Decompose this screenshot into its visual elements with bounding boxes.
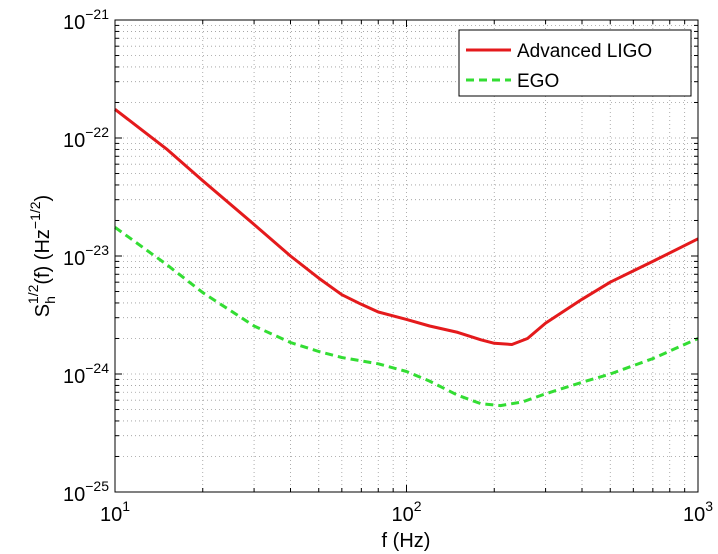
legend-box xyxy=(458,29,692,97)
y-tick-label: 10−21 xyxy=(63,6,109,34)
y-tick-labels: 10−25 10−24 10−23 10−22 10−21 xyxy=(63,6,109,506)
legend-label-ego: EGO xyxy=(517,71,559,92)
y-tick-label: 10−23 xyxy=(63,242,109,270)
y-tick-label: 10−22 xyxy=(63,124,109,152)
grid xyxy=(115,20,698,492)
x-tick-labels: 101 102 103 xyxy=(100,498,713,526)
y-tick-label: 10−24 xyxy=(63,360,109,388)
y-tick-label: 10−25 xyxy=(63,478,109,506)
legend-label-advanced-ligo: Advanced LIGO xyxy=(517,41,652,62)
series-line-advanced-ligo xyxy=(114,108,699,346)
x-tick-label: 103 xyxy=(683,498,713,526)
series-line-ego xyxy=(114,226,699,408)
series-layer xyxy=(114,108,699,408)
y-axis-label: Sh1/2(f) (Hz−1/2) xyxy=(25,195,58,317)
tick-marks xyxy=(114,19,699,493)
x-axis-label: f (Hz) xyxy=(382,530,431,552)
legend: Advanced LIGO EGO xyxy=(458,29,692,97)
x-tick-label: 102 xyxy=(391,498,421,526)
x-tick-label: 101 xyxy=(100,498,130,526)
